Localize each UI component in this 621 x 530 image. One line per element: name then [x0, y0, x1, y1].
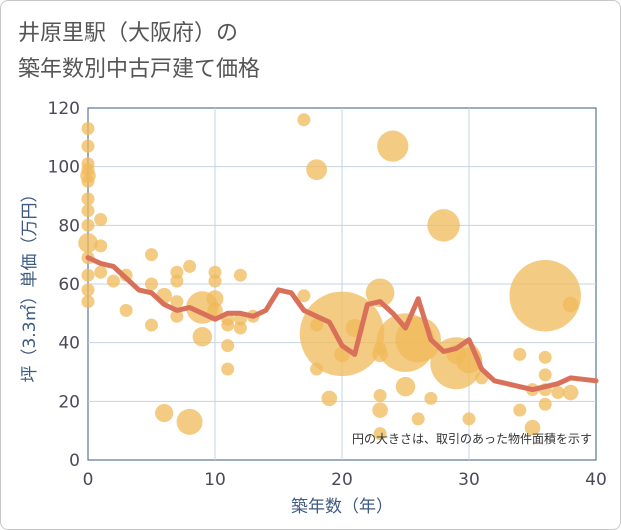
data-bubble: [221, 339, 235, 353]
trend-line: [85, 255, 599, 393]
data-bubble: [513, 347, 527, 361]
data-bubble: [119, 303, 133, 317]
data-bubble: [94, 265, 108, 279]
data-bubble: [192, 327, 213, 347]
data-bubble: [424, 391, 438, 405]
data-bubble: [81, 295, 95, 309]
x-tick-label: 30: [458, 470, 480, 490]
data-bubble: [373, 388, 387, 402]
data-bubble: [206, 290, 224, 308]
data-bubble: [233, 268, 247, 282]
data-bubble: [94, 239, 108, 253]
y-tick-label: 80: [58, 216, 80, 236]
data-bubble: [538, 397, 552, 411]
chart-title: 井原里駅（大阪府）の 築年数別中古戸建て価格: [18, 16, 260, 88]
data-bubble: [538, 350, 552, 364]
data-bubble: [297, 113, 311, 127]
data-bubble: [207, 302, 223, 319]
data-bubble: [106, 274, 120, 288]
data-bubble: [221, 318, 235, 332]
data-bubble: [551, 386, 565, 400]
data-bubble: [524, 419, 541, 436]
data-bubble: [538, 368, 552, 382]
data-bubble: [145, 248, 158, 262]
data-bubble: [78, 233, 98, 253]
x-tick-label: 20: [331, 470, 353, 490]
y-tick-label: 120: [48, 99, 80, 119]
data-bubble: [395, 376, 416, 397]
y-tick-label: 20: [58, 392, 80, 412]
data-bubble: [94, 212, 108, 226]
data-bubble: [509, 259, 581, 332]
data-bubble: [306, 159, 327, 181]
data-bubble: [233, 321, 247, 335]
data-bubble: [81, 139, 95, 153]
x-tick-label: 40: [585, 470, 607, 490]
data-bubble: [81, 174, 95, 188]
grid: [88, 108, 596, 460]
data-bubble: [562, 384, 579, 401]
data-bubble: [81, 192, 95, 206]
data-bubble: [81, 204, 95, 218]
data-bubble: [377, 130, 409, 162]
data-bubble: [170, 295, 184, 309]
data-bubble: [81, 122, 95, 136]
y-tick-label: 100: [48, 158, 80, 178]
axes: 0 10 20 30 40 0 20 40 60 80 100 120: [48, 99, 607, 490]
x-axis-title: 築年数（年）: [291, 497, 393, 517]
data-bubble: [411, 412, 425, 426]
x-tick-label: 0: [83, 470, 94, 490]
y-tick-label: 0: [69, 451, 80, 471]
data-bubble: [145, 277, 158, 291]
data-bubble: [321, 390, 338, 407]
data-bubble: [221, 362, 235, 376]
data-bubble: [170, 274, 184, 288]
data-bubble: [208, 274, 222, 288]
data-bubble: [372, 402, 388, 418]
data-bubble: [81, 283, 95, 297]
size-note: 円の大きさは、取引のあった物件面積を示す: [352, 431, 592, 446]
data-bubble: [373, 427, 387, 441]
data-bubble: [145, 318, 158, 332]
data-bubble: [176, 408, 203, 435]
data-bubble: [81, 268, 95, 282]
x-tick-label: 10: [204, 470, 226, 490]
y-tick-label: 40: [58, 334, 80, 354]
data-bubble: [183, 259, 197, 273]
data-bubble: [562, 296, 579, 313]
chart-title-line2: 築年数別中古戸建て価格: [18, 57, 261, 82]
data-bubble: [427, 209, 460, 242]
chart-title-line1: 井原里駅（大阪府）の: [18, 21, 239, 46]
data-bubble: [81, 218, 95, 232]
data-bubble: [155, 403, 174, 423]
data-bubble: [513, 403, 527, 417]
y-tick-label: 60: [58, 275, 80, 295]
data-bubble: [170, 309, 184, 323]
data-bubble: [297, 289, 311, 303]
data-bubble: [462, 412, 476, 426]
y-axis-title: 坪（3.3㎡）単価（万円）: [20, 185, 40, 382]
data-bubble: [365, 278, 395, 308]
